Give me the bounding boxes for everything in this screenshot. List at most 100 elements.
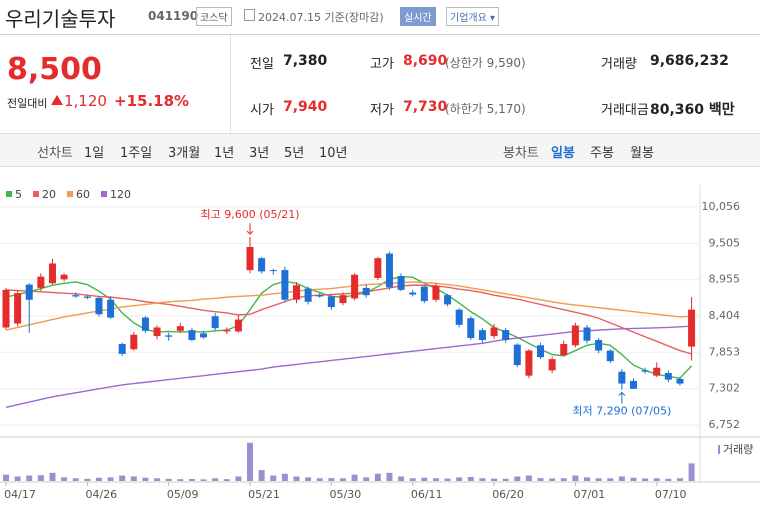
divider (230, 35, 231, 132)
period-tab[interactable]: 1년 (214, 146, 235, 161)
low-annotation: 최저 7,290 (07/05) (572, 405, 671, 418)
period-tab[interactable]: 1일 (84, 146, 105, 161)
candle-body (176, 326, 184, 331)
field-value: 7,730 (403, 99, 448, 115)
volume-bar (642, 478, 649, 481)
y-tick-label: 7,302 (709, 382, 741, 395)
x-tick-label: 05/21 (248, 488, 280, 501)
volume-legend: 거래량 (723, 443, 753, 456)
volume-bar (293, 476, 300, 481)
volume-bar (339, 478, 346, 481)
realtime-button[interactable]: 실시간 (400, 7, 436, 26)
x-tick-label: 05/09 (167, 488, 199, 501)
volume-bar (281, 473, 288, 481)
volume-bar (653, 478, 660, 481)
field-label: 고가 (370, 57, 394, 72)
field-note: (상한가 9,590) (445, 56, 526, 70)
period-tab[interactable]: 10년 (319, 146, 348, 161)
legend-swatch (101, 191, 107, 197)
field-value: 7,380 (283, 53, 328, 69)
volume-bar (607, 478, 614, 481)
change-pct: +15.18% (114, 92, 190, 110)
field-value: 80,360 백만 (650, 102, 735, 118)
tab-label: 선차트 (37, 146, 73, 161)
candle-body (629, 380, 637, 389)
field-note: (하한가 5,170) (445, 102, 526, 116)
calendar-icon (244, 9, 255, 21)
candle-tab[interactable]: 일봉 (551, 146, 575, 161)
candle-body (432, 285, 440, 300)
volume-bar (549, 478, 556, 481)
volume-bar (72, 478, 79, 481)
candle-body (25, 284, 33, 300)
low-arrow (618, 391, 626, 404)
volume-bar (432, 478, 439, 481)
tab-bar: 선차트 1일 1주일 3개월 1년 3년 5년 10년 봉차트 일봉 주봉 월봉 (0, 133, 760, 167)
volume-bar (595, 478, 602, 481)
candle-body (444, 295, 452, 305)
volume-bar (270, 475, 277, 481)
candle-body (385, 253, 393, 288)
company-button[interactable]: 기업개요 ▾ (446, 7, 500, 26)
candle-body (60, 274, 68, 280)
candle-body (107, 299, 115, 318)
volume-bar (95, 477, 102, 481)
market-badge: 코스닥 (196, 7, 232, 26)
period-tab[interactable]: 3개월 (168, 146, 201, 161)
moving-average (5, 281, 692, 331)
volume-bar (258, 470, 265, 481)
field-label: 거래대금 (601, 103, 649, 118)
legend-swatch (33, 191, 39, 197)
volume-bar (537, 478, 544, 481)
volume-bar (223, 479, 230, 481)
candle-body (455, 309, 463, 325)
change: 1,120 (64, 92, 107, 110)
candle-body (153, 327, 161, 337)
candle-body (165, 335, 173, 337)
legend-label: 5 (15, 188, 22, 201)
candle-body (223, 330, 231, 332)
x-tick-label: 07/01 (574, 488, 606, 501)
volume-bar (107, 477, 114, 481)
period-tab[interactable]: 1주일 (120, 146, 153, 161)
period-tab[interactable]: 5년 (284, 146, 305, 161)
legend-label: 20 (42, 188, 56, 201)
stock-code: 041190 (148, 9, 199, 23)
date: 2024.07.15 기준(장마감) (258, 11, 384, 24)
candle-body (14, 293, 22, 324)
volume-bar (37, 475, 44, 481)
candle-body (316, 295, 324, 297)
candle-body (72, 295, 80, 297)
candle-body (304, 288, 312, 302)
period-tab[interactable]: 3년 (249, 146, 270, 161)
volume-bar (3, 474, 9, 481)
candle-tab[interactable]: 주봉 (590, 146, 614, 161)
up-arrow (51, 95, 63, 105)
candle-body (653, 367, 661, 376)
volume-bar (328, 478, 335, 481)
field-label: 거래량 (601, 57, 637, 72)
candle-body (513, 344, 521, 366)
volume-bar (688, 463, 695, 481)
x-tick-label: 04/26 (85, 488, 117, 501)
candle-body (118, 343, 126, 354)
x-tick-label: 07/10 (655, 488, 687, 501)
volume-bar (514, 476, 521, 481)
candle-body (502, 330, 510, 341)
volume-bar (200, 479, 207, 481)
field-label: 전일 (250, 57, 274, 72)
volume-bar (61, 477, 68, 481)
candle-body (467, 318, 475, 339)
volume-bar (386, 472, 393, 481)
candle-body (327, 296, 335, 308)
legend-label: 60 (76, 188, 90, 201)
y-tick-label: 10,056 (702, 200, 741, 213)
volume-bar (525, 475, 532, 481)
candle-tab[interactable]: 월봉 (630, 146, 654, 161)
volume-bar (630, 477, 637, 481)
volume-bar (456, 477, 463, 481)
candle-body (688, 309, 696, 347)
x-tick-label: 04/17 (4, 488, 36, 501)
